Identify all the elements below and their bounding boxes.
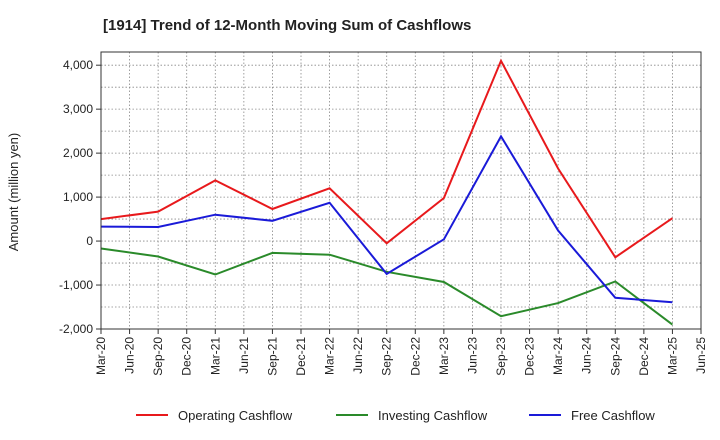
plot-frame [100, 51, 702, 330]
legend-label: Operating Cashflow [178, 408, 293, 423]
series-line-free-cashflow [100, 134, 673, 304]
series-lines [100, 58, 674, 326]
x-tick-label: Jun-23 [465, 337, 479, 374]
x-tick-label: Mar-24 [551, 337, 565, 375]
series-line-operating-cashflow [100, 58, 673, 259]
x-tick-label: Dec-21 [294, 337, 308, 376]
x-tick-label: Mar-20 [94, 337, 108, 375]
x-tick-label: Dec-20 [180, 337, 194, 376]
x-tick-label: Jun-21 [237, 337, 251, 374]
x-tick-label: Jun-22 [351, 337, 365, 374]
x-tick-label: Dec-23 [523, 337, 537, 376]
y-axis-ticks: -2,000 -1,000 0 1,000 2,000 3,000 4,000 [59, 58, 101, 336]
x-tick-label: Sep-23 [494, 337, 508, 376]
y-tick-label: -2,000 [59, 322, 93, 336]
x-tick-label: Sep-20 [151, 337, 165, 376]
x-axis-ticks: Mar-20 Jun-20 Sep-20 Dec-20 Mar-21 Jun-21 Sep-… [94, 329, 708, 376]
chart-title: [1914] Trend of 12-Month Moving Sum of C… [103, 17, 471, 34]
y-tick-label: -1,000 [59, 278, 93, 292]
x-tick-label: Mar-22 [323, 337, 337, 375]
y-tick-label: 4,000 [63, 58, 93, 72]
legend-label: Investing Cashflow [378, 408, 488, 423]
x-tick-label: Mar-25 [665, 337, 679, 375]
series-line-investing-cashflow [100, 247, 674, 326]
y-tick-label: 1,000 [63, 190, 93, 204]
y-tick-label: 3,000 [63, 102, 93, 116]
y-axis-label: Amount (million yen) [6, 133, 21, 252]
gridlines [100, 52, 702, 330]
y-tick-label: 0 [86, 234, 93, 248]
x-tick-label: Mar-23 [437, 337, 451, 375]
x-tick-label: Jun-25 [694, 337, 708, 374]
legend: Operating Cashflow Investing Cashflow Free… [136, 408, 655, 423]
x-tick-label: Sep-22 [380, 337, 394, 376]
x-tick-label: Jun-20 [123, 337, 137, 374]
x-tick-label: Mar-21 [208, 337, 222, 375]
x-tick-label: Dec-24 [637, 337, 651, 376]
x-tick-label: Jun-24 [580, 337, 594, 374]
legend-label: Free Cashflow [571, 408, 655, 423]
y-tick-label: 2,000 [63, 146, 93, 160]
x-tick-label: Sep-24 [608, 337, 622, 376]
x-tick-label: Dec-22 [408, 337, 422, 376]
x-tick-label: Sep-21 [265, 337, 279, 376]
